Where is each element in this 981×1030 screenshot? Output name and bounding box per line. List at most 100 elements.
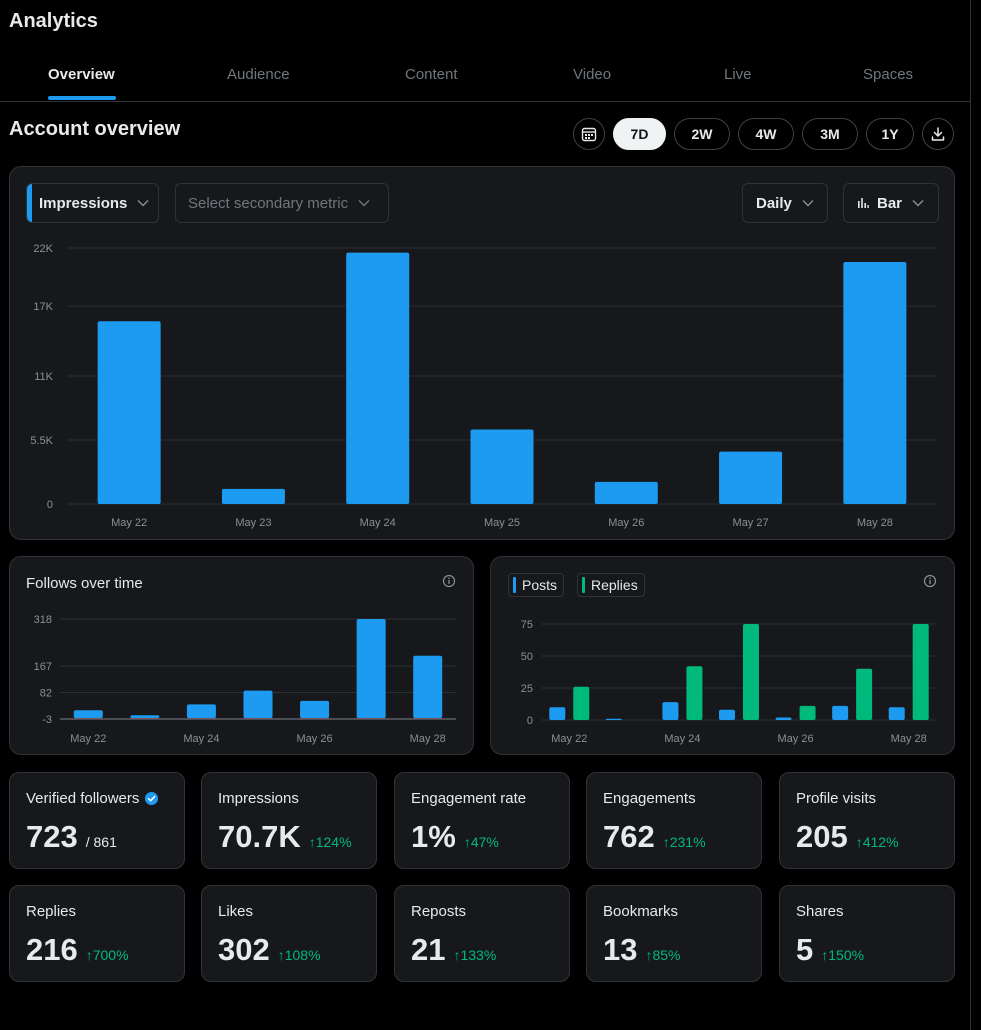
stat-card-likes[interactable]: Likes 302 ↑108% (201, 885, 377, 982)
page-divider (970, 0, 971, 1030)
arrow-up-icon: ↑ (463, 834, 471, 850)
chevron-down-icon (137, 200, 149, 207)
legend-replies-label: Replies (591, 577, 638, 593)
follows-bar (243, 690, 273, 719)
x-tick-label: May 22 (70, 733, 106, 745)
stat-change: ↑412% (856, 834, 899, 850)
replies-bar (743, 624, 759, 720)
stat-change-value: 108% (284, 947, 321, 963)
tab-spaces[interactable]: Spaces (863, 66, 914, 83)
y-tick-label: 5.5K (30, 435, 53, 447)
stat-change: ↑133% (453, 947, 496, 963)
range-2w-button[interactable]: 2W (674, 118, 730, 150)
interval-dropdown[interactable]: Daily (742, 183, 828, 223)
page-title: Analytics (9, 10, 98, 32)
follows-bar (356, 619, 386, 719)
stat-card-bookmarks[interactable]: Bookmarks 13 ↑85% (586, 885, 762, 982)
stat-card-engagement-rate[interactable]: Engagement rate 1% ↑47% (394, 772, 570, 869)
legend-posts-swatch (513, 577, 516, 593)
range-7d-button[interactable]: 7D (613, 118, 666, 150)
arrow-up-icon: ↑ (85, 947, 93, 963)
stat-label: Shares (796, 903, 844, 920)
y-tick-label: 17K (33, 301, 53, 313)
primary-metric-color-bar (27, 184, 32, 222)
chevron-down-icon (912, 200, 924, 207)
download-icon (931, 127, 945, 141)
stat-card-engagements[interactable]: Engagements 762 ↑231% (586, 772, 762, 869)
impressions-bar (97, 321, 161, 504)
tab-content[interactable]: Content (405, 66, 458, 83)
stat-change: ↑85% (645, 947, 680, 963)
x-tick-label: May 23 (235, 517, 271, 529)
arrow-up-icon: ↑ (308, 834, 316, 850)
chart-type-dropdown[interactable]: Bar (843, 183, 939, 223)
replies-bar (799, 705, 816, 720)
posts-bar (605, 718, 622, 720)
y-tick-label: 0 (527, 715, 533, 727)
stat-card-reposts[interactable]: Reposts 21 ↑133% (394, 885, 570, 982)
stat-label: Replies (26, 903, 77, 920)
posts-bar (888, 707, 905, 720)
primary-metric-label: Impressions (39, 194, 128, 212)
range-1y-button[interactable]: 1Y (866, 118, 914, 150)
stat-change-value: 124% (315, 834, 352, 850)
stat-card-impressions[interactable]: Impressions 70.7K ↑124% (201, 772, 377, 869)
follows-chart-card: Follows over time -3 82 167 318 May 22 May 24… (9, 556, 474, 755)
posts-bar (549, 707, 566, 720)
chevron-down-icon (802, 200, 814, 207)
stat-card-shares[interactable]: Shares 5 ↑150% (779, 885, 955, 982)
y-tick-label: 82 (40, 688, 52, 700)
follows-bar-chart: -3 82 167 318 May 22 May 24 May 26 May 28 (34, 614, 456, 745)
calendar-button[interactable] (573, 118, 605, 150)
stat-value-row: 1% ↑47% (411, 819, 499, 855)
tab-audience[interactable]: Audience (227, 66, 290, 83)
impressions-bar-chart: 0 5.5K 11K 17K 22K May 22 May 23 May 24 May 25 Ma… (30, 243, 937, 529)
stat-card-replies[interactable]: Replies 216 ↑700% (9, 885, 185, 982)
legend-posts[interactable]: Posts (508, 573, 565, 597)
range-3m-button[interactable]: 3M (802, 118, 858, 150)
stat-change-value: 47% (470, 834, 499, 850)
section-title: Account overview (9, 118, 181, 140)
bar-chart-icon (858, 198, 869, 208)
stat-card-profile-visits[interactable]: Profile visits 205 ↑412% (779, 772, 955, 869)
secondary-metric-dropdown[interactable]: Select secondary metric (175, 183, 389, 223)
tab-video[interactable]: Video (573, 66, 612, 83)
stat-label: Verified followers (26, 790, 159, 807)
replies-bar (856, 668, 873, 720)
verified-badge-icon (145, 791, 159, 806)
y-tick-label: -3 (42, 714, 52, 726)
arrow-up-icon: ↑ (453, 947, 461, 963)
stat-value-row: 216 ↑700% (26, 932, 129, 968)
stat-card-verified-followers[interactable]: Verified followers 723 / 861 (9, 772, 185, 869)
chart-type-label: Bar (877, 194, 903, 212)
stat-label: Reposts (411, 903, 467, 920)
stat-label: Engagements (603, 790, 696, 807)
stat-value: 216 (26, 932, 78, 967)
legend-replies[interactable]: Replies (577, 573, 645, 597)
follows-bar (130, 715, 160, 719)
download-button[interactable] (922, 118, 954, 150)
range-4w-button[interactable]: 4W (738, 118, 794, 150)
posts-bar (719, 709, 735, 720)
stat-value-row: 762 ↑231% (603, 819, 706, 855)
stat-value-row: 5 ↑150% (796, 932, 864, 968)
stat-label: Profile visits (796, 790, 877, 807)
arrow-up-icon: ↑ (855, 834, 863, 850)
stat-change: ↑47% (464, 834, 499, 850)
tab-live[interactable]: Live (724, 66, 752, 83)
stat-value-row: 70.7K ↑124% (218, 819, 352, 855)
info-icon[interactable] (442, 574, 456, 588)
primary-metric-dropdown[interactable]: Impressions (26, 183, 159, 223)
stat-change-value: 231% (669, 834, 706, 850)
y-tick-label: 11K (34, 371, 53, 383)
stat-value: 723 (26, 819, 78, 854)
secondary-metric-placeholder: Select secondary metric (188, 194, 349, 212)
posts-replies-chart-card: Posts Replies 0 25 50 75 May 22 May 24 May 26 M… (490, 556, 955, 755)
stat-change: ↑108% (278, 947, 321, 963)
stat-change: ↑700% (86, 947, 129, 963)
y-tick-label: 75 (521, 619, 533, 631)
tab-overview[interactable]: Overview (48, 66, 115, 83)
active-tab-indicator (48, 96, 116, 100)
info-icon[interactable] (923, 574, 937, 588)
legend-posts-label: Posts (522, 577, 558, 593)
